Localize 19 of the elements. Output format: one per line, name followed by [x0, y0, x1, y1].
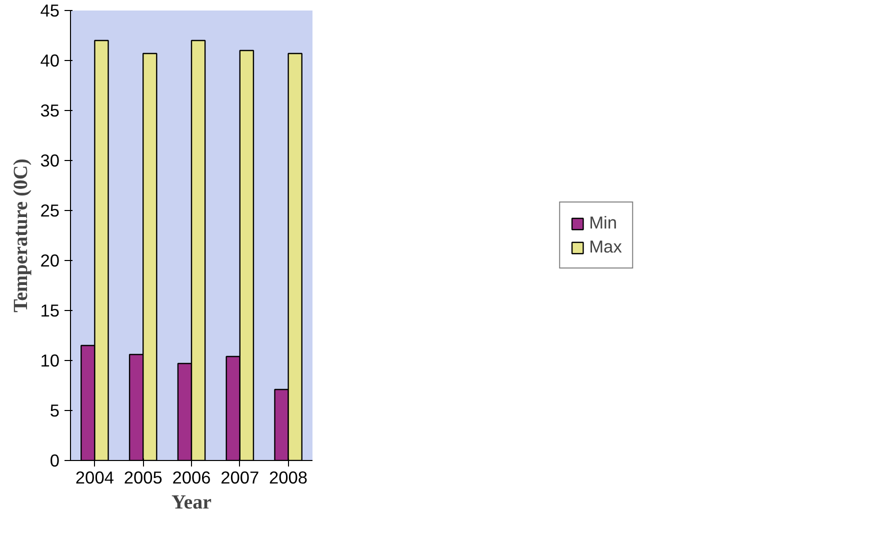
y-tick-label: 45 — [40, 0, 60, 20]
x-tick-label: 2007 — [220, 468, 260, 488]
x-tick-label: 2005 — [124, 468, 162, 488]
y-axis-title: Temperature (0C) — [10, 158, 32, 312]
y-tick-label: 25 — [40, 200, 60, 220]
y-tick-label: 15 — [40, 300, 60, 320]
x-axis-title: Year — [172, 492, 212, 514]
y-tick-label: 20 — [40, 250, 60, 270]
y-tick-label: 40 — [40, 50, 60, 70]
y-tick-label: 10 — [40, 350, 60, 370]
legend-label: Min — [589, 212, 618, 234]
legend-label: Max — [589, 236, 622, 258]
y-tick-label: 0 — [50, 450, 60, 470]
y-tick-label: 5 — [50, 400, 60, 420]
y-tick-label: 30 — [40, 150, 60, 170]
y-tick-label: 35 — [40, 100, 60, 120]
x-tick-label: 2008 — [269, 468, 308, 488]
x-tick-label: 2004 — [75, 468, 114, 488]
x-tick-label: 2006 — [172, 468, 211, 488]
